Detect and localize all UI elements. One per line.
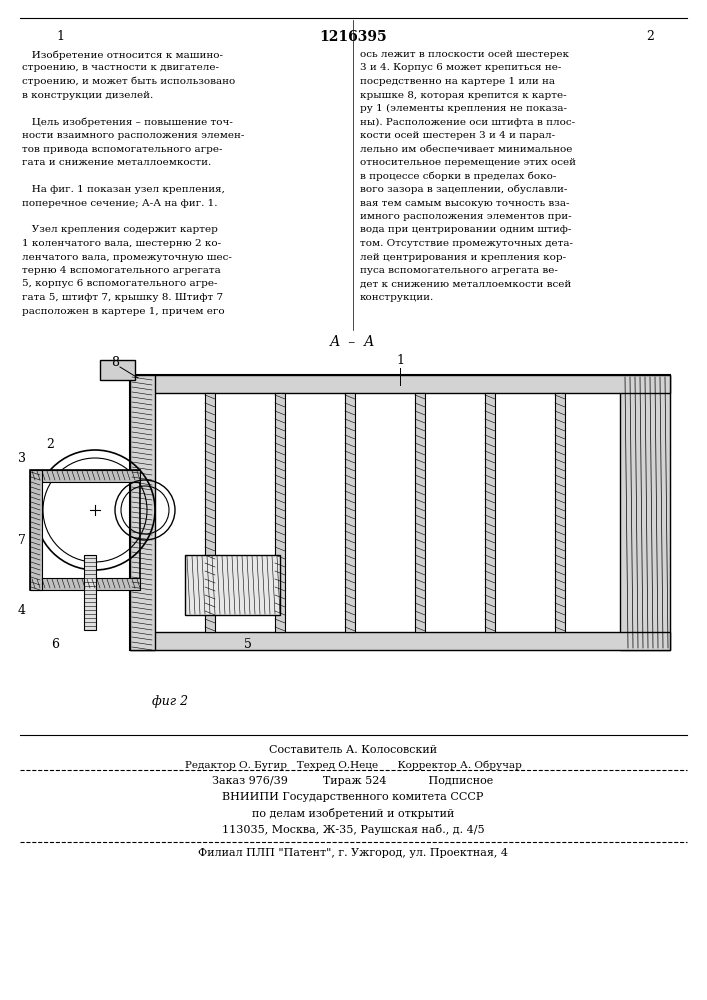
Bar — [30, 470, 140, 590]
Text: 8: 8 — [111, 356, 119, 368]
Text: гата 5, штифт 7, крышку 8. Штифт 7: гата 5, штифт 7, крышку 8. Штифт 7 — [22, 293, 223, 302]
Text: 7: 7 — [18, 534, 26, 546]
Text: 1216395: 1216395 — [319, 30, 387, 44]
Text: Цель изобретения – повышение точ-: Цель изобретения – повышение точ- — [22, 117, 233, 127]
Text: Филиал ПЛП "Патент", г. Ужгород, ул. Проектная, 4: Филиал ПЛП "Патент", г. Ужгород, ул. Про… — [198, 848, 508, 858]
Bar — [30, 470, 42, 590]
Text: дет к снижению металлоемкости всей: дет к снижению металлоемкости всей — [360, 279, 571, 288]
Text: 1: 1 — [396, 354, 404, 366]
Text: ось лежит в плоскости осей шестерек: ось лежит в плоскости осей шестерек — [360, 50, 569, 59]
Bar — [185, 555, 280, 615]
Text: 2: 2 — [46, 438, 54, 452]
Text: расположен в картере 1, причем его: расположен в картере 1, причем его — [22, 306, 225, 316]
Text: ны). Расположение оси штифта в плос-: ны). Расположение оси штифта в плос- — [360, 117, 575, 127]
Text: 2: 2 — [646, 30, 654, 43]
Text: 6: 6 — [51, 639, 59, 652]
Text: ру 1 (элементы крепления не показа-: ру 1 (элементы крепления не показа- — [360, 104, 567, 113]
Bar — [205, 393, 215, 632]
Bar — [345, 393, 355, 632]
Text: тов привода вспомогательного агре-: тов привода вспомогательного агре- — [22, 144, 223, 153]
Text: лей центрирования и крепления кор-: лей центрирования и крепления кор- — [360, 252, 566, 261]
Text: том. Отсутствие промежуточных дета-: том. Отсутствие промежуточных дета- — [360, 239, 573, 248]
Text: ленчатого вала, промежуточную шес-: ленчатого вала, промежуточную шес- — [22, 252, 232, 261]
Text: в конструкции дизелей.: в конструкции дизелей. — [22, 91, 153, 100]
Bar — [485, 393, 495, 632]
Bar — [130, 375, 155, 650]
Text: пуса вспомогательного агрегата ве-: пуса вспомогательного агрегата ве- — [360, 266, 558, 275]
Text: строению, и может быть использовано: строению, и может быть использовано — [22, 77, 235, 87]
Bar — [100, 360, 135, 380]
Bar — [84, 555, 96, 630]
Text: Составитель А. Колосовский: Составитель А. Колосовский — [269, 745, 437, 755]
Text: поперечное сечение; А-А на фиг. 1.: поперечное сечение; А-А на фиг. 1. — [22, 198, 218, 208]
Text: 4: 4 — [18, 603, 26, 616]
Bar — [415, 393, 425, 632]
Bar — [130, 375, 670, 650]
Text: относительное перемещение этих осей: относительное перемещение этих осей — [360, 158, 576, 167]
Bar — [620, 375, 670, 650]
Bar — [555, 393, 565, 632]
Text: конструкции.: конструкции. — [360, 293, 434, 302]
Text: кости осей шестерен 3 и 4 и парал-: кости осей шестерен 3 и 4 и парал- — [360, 131, 555, 140]
Bar — [30, 578, 140, 590]
Text: лельно им обеспечивает минимальное: лельно им обеспечивает минимальное — [360, 144, 573, 153]
Text: имного расположения элементов при-: имного расположения элементов при- — [360, 212, 572, 221]
Text: строению, в частности к двигателе-: строению, в частности к двигателе- — [22, 64, 219, 73]
Text: Заказ 976/39          Тираж 524            Подписное: Заказ 976/39 Тираж 524 Подписное — [212, 776, 493, 786]
Text: А  –  А: А – А — [330, 335, 375, 349]
Text: 5, корпус 6 вспомогательного агре-: 5, корпус 6 вспомогательного агре- — [22, 279, 218, 288]
Text: 5: 5 — [244, 639, 252, 652]
Text: ности взаимного расположения элемен-: ности взаимного расположения элемен- — [22, 131, 245, 140]
Bar — [130, 375, 670, 393]
Text: посредственно на картере 1 или на: посредственно на картере 1 или на — [360, 77, 555, 86]
Text: крышке 8, которая крепится к карте-: крышке 8, которая крепится к карте- — [360, 91, 566, 100]
Text: вая тем самым высокую точность вза-: вая тем самым высокую точность вза- — [360, 198, 570, 208]
Text: Узел крепления содержит картер: Узел крепления содержит картер — [22, 226, 218, 234]
Text: 1: 1 — [56, 30, 64, 43]
Text: Редактор О. Бугир   Техред О.Неце      Корректор А. Обручар: Редактор О. Бугир Техред О.Неце Корректо… — [185, 761, 522, 770]
Text: 3: 3 — [18, 452, 26, 464]
Text: На фиг. 1 показан узел крепления,: На фиг. 1 показан узел крепления, — [22, 185, 225, 194]
Text: вого зазора в зацеплении, обуславли-: вого зазора в зацеплении, обуславли- — [360, 185, 568, 194]
Text: терню 4 вспомогательного агрегата: терню 4 вспомогательного агрегата — [22, 266, 221, 275]
Text: в процессе сборки в пределах боко-: в процессе сборки в пределах боко- — [360, 172, 556, 181]
Bar — [130, 632, 670, 650]
Text: Изобретение относится к машино-: Изобретение относится к машино- — [22, 50, 223, 60]
Text: фиг 2: фиг 2 — [152, 695, 188, 708]
Text: 3 и 4. Корпус 6 может крепиться не-: 3 и 4. Корпус 6 может крепиться не- — [360, 64, 561, 73]
Bar — [30, 470, 140, 482]
Text: гата и снижение металлоемкости.: гата и снижение металлоемкости. — [22, 158, 211, 167]
Text: по делам изобретений и открытий: по делам изобретений и открытий — [252, 808, 454, 819]
Text: 1 коленчатого вала, шестерню 2 ко-: 1 коленчатого вала, шестерню 2 ко- — [22, 239, 221, 248]
Text: ВНИИПИ Государственного комитета СССР: ВНИИПИ Государственного комитета СССР — [222, 792, 484, 802]
Text: 113035, Москва, Ж-35, Раушская наб., д. 4/5: 113035, Москва, Ж-35, Раушская наб., д. … — [222, 824, 484, 835]
Bar — [275, 393, 285, 632]
Text: вода при центрировании одним штиф-: вода при центрировании одним штиф- — [360, 226, 571, 234]
